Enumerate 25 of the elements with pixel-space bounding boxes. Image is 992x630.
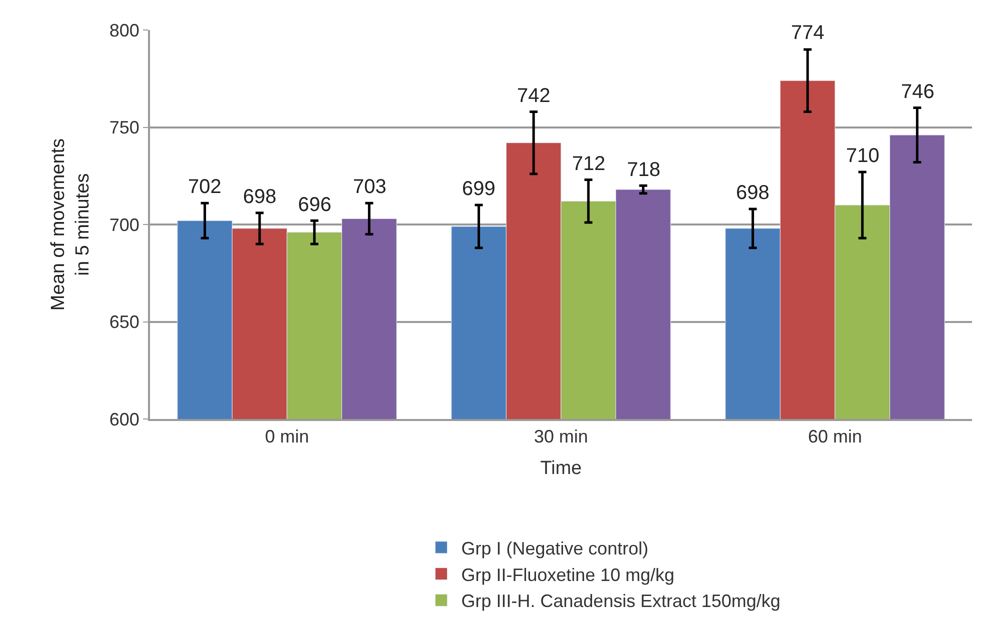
y-tick-label: 700 [109,214,140,235]
legend-label: Grp I (Negative control) [461,538,648,558]
data-label: 774 [791,22,824,44]
data-label: 718 [627,159,660,181]
x-tick-label: 30 min [534,426,588,447]
data-label: 710 [846,145,880,167]
y-tick-label: 800 [109,20,140,40]
data-label: 712 [572,153,606,175]
data-label: 698 [736,182,770,204]
y-axis-title: Mean of movements in 5 minutes [48,138,94,311]
data-label: 746 [901,81,934,103]
legend-label: Grp III-H. Canadensis Extract 150mg/kg [461,591,780,612]
data-label: 742 [517,85,550,107]
data-label: 703 [353,176,386,198]
legend-label: Grp II-Fluoxetine 10 mg/kg [461,564,674,585]
x-tick-label: 60 min [808,426,862,447]
y-tick-label: 750 [109,118,140,138]
data-label: 696 [298,194,332,216]
y-tick-label: 600 [109,409,140,430]
x-tick-label: 0 min [264,426,310,447]
data-label: 699 [462,178,496,200]
data-label: 698 [243,186,276,208]
y-tick-label: 650 [109,312,140,332]
data-label: 702 [188,176,222,198]
x-axis-title: Time [540,458,582,479]
